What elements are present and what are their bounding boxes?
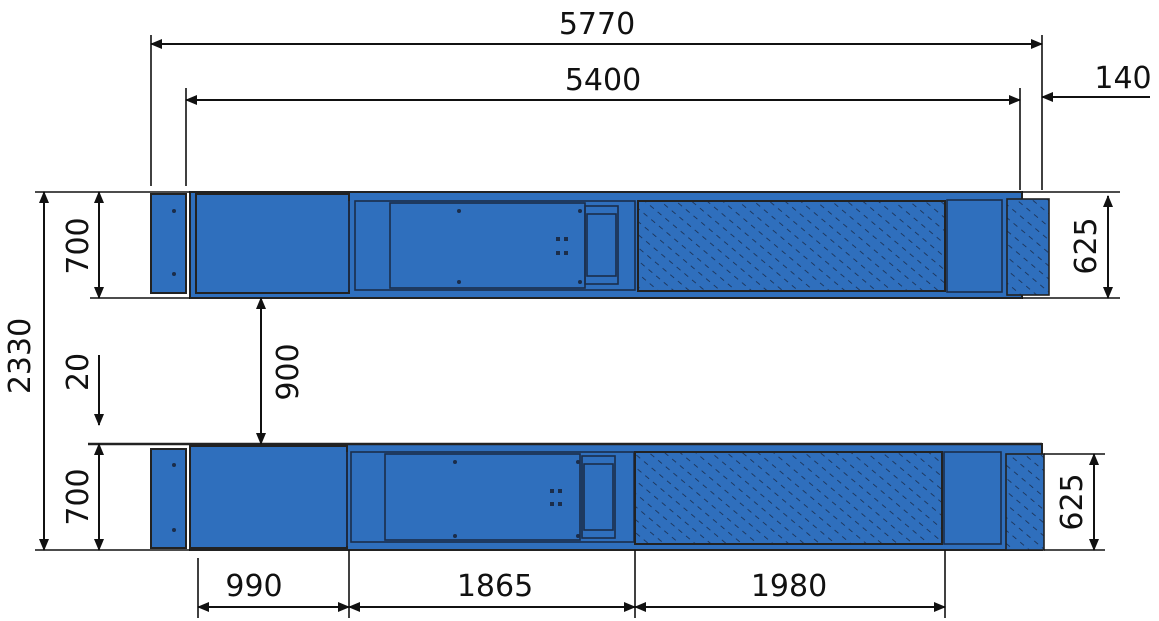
top-vent-icon [556,237,568,255]
label-top-ramp-width: 625 [1069,217,1104,274]
top-front-block [150,193,187,294]
bottom-bracket-inner [583,463,614,531]
bolt-icon [457,209,461,213]
bottom-vent-icon [550,489,562,506]
label-bottom-ramp-width: 625 [1055,473,1090,530]
label-top-platform-width: 700 [61,217,96,274]
bottom-bracket [581,455,616,539]
top-rear-plate [946,199,1003,293]
bolt-icon [172,272,176,276]
bottom-rear-plate [943,451,1002,545]
label-inner-gap: 006 [268,343,303,400]
label-bottom-platform-width: 700 [61,468,96,525]
bottom-mid-panel [384,453,581,541]
bottom-deck-plate [189,445,348,549]
top-mid-frame [354,200,636,291]
bolt-icon [578,209,582,213]
label-overall-width: 2330 [3,318,38,394]
bottom-hatched-ramp [634,451,943,545]
dimension-labels: 5770 5400 140 2330 700 20 700 006 625 62… [3,7,1152,604]
bolt-icon [172,209,176,213]
bolt-icon [578,280,582,284]
label-section-front: 990 [225,569,282,604]
bolt-icon [172,528,176,532]
label-section-middle: 1865 [457,569,533,604]
top-bracket [584,205,619,285]
label-end-offset: 140 [1094,61,1151,96]
top-platform [150,191,1050,299]
bottom-front-block [150,448,187,549]
label-platform-length: 5400 [565,63,641,98]
label-section-rear: 1980 [751,569,827,604]
dimension-lines [39,39,1150,612]
bolt-icon [172,463,176,467]
bolt-icon [576,460,580,464]
bolt-icon [457,280,461,284]
bolt-icon [453,534,457,538]
label-gap-offset: 20 [61,353,96,391]
bolt-icon [576,534,580,538]
label-overall-length: 5770 [559,7,635,42]
extension-lines [35,35,1120,618]
bottom-platform [88,442,1045,551]
top-hatched-ramp [637,200,946,292]
top-bracket-inner [586,213,617,277]
bolt-icon [453,460,457,464]
top-deck-plate [195,193,350,294]
